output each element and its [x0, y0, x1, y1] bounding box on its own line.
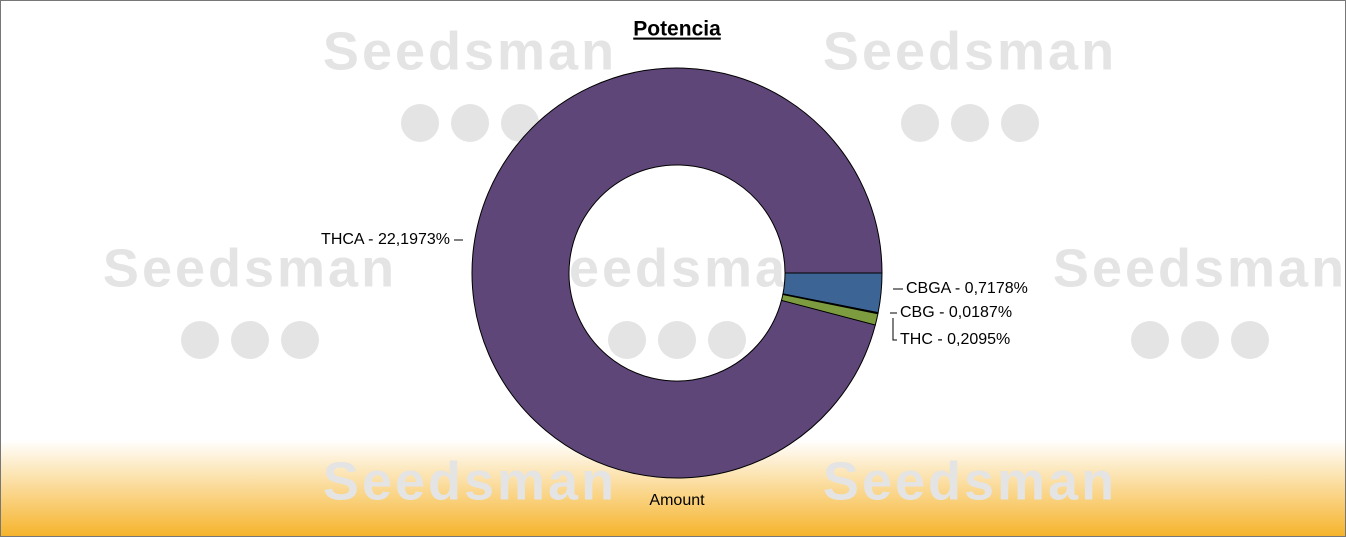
watermark-dot — [708, 321, 746, 359]
watermark-dot — [281, 321, 319, 359]
axis-label: Amount — [649, 492, 705, 509]
watermark-dot — [951, 104, 989, 142]
watermark-dot — [1131, 321, 1169, 359]
watermark: Seedsman — [823, 451, 1117, 511]
watermark-dot — [451, 104, 489, 142]
leader-line — [892, 318, 897, 341]
data-label: THC - 0,2095% — [900, 331, 1010, 348]
watermark-dot — [608, 321, 646, 359]
slice — [471, 67, 883, 479]
watermark-dot — [231, 321, 269, 359]
watermark-dot — [1231, 321, 1269, 359]
watermark: Seedsman — [1053, 238, 1346, 298]
chart-title: Potencia — [633, 18, 721, 41]
watermark-dot — [658, 321, 696, 359]
watermark-dot — [901, 104, 939, 142]
data-label: CBGA - 0,7178% — [906, 280, 1028, 297]
watermark: Seedsman — [323, 451, 617, 511]
watermarks: Seedsman Seedsman Seedsman Seedsman Seedsman… — [103, 21, 1346, 511]
watermark-dot — [181, 321, 219, 359]
watermark: Seedsman — [530, 238, 824, 298]
watermark-dot — [1001, 104, 1039, 142]
watermark-dot — [1181, 321, 1219, 359]
donut — [471, 67, 883, 479]
data-label: THCA - 22,1973% — [321, 231, 450, 248]
watermark: Seedsman — [823, 21, 1117, 81]
data-label: CBG - 0,0187% — [900, 304, 1012, 321]
watermark: Seedsman — [103, 238, 397, 298]
watermark: Seedsman — [323, 21, 617, 81]
watermark-dot — [401, 104, 439, 142]
